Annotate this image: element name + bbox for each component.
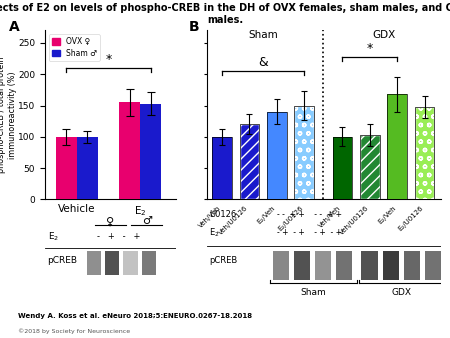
Legend: OVX ♀, Sham ♂: OVX ♀, Sham ♂ xyxy=(49,34,100,61)
Text: *: * xyxy=(105,53,112,66)
Text: pCREB: pCREB xyxy=(209,256,238,265)
Text: males.: males. xyxy=(207,15,243,25)
Bar xyxy=(267,112,287,199)
Text: &: & xyxy=(258,56,268,69)
Bar xyxy=(212,137,232,199)
Text: GDX: GDX xyxy=(391,288,411,297)
Text: - -  + +    - -  + +: - - + + - - + + xyxy=(277,210,342,219)
Bar xyxy=(315,251,331,280)
Bar xyxy=(333,137,352,199)
Bar xyxy=(142,251,156,275)
Bar xyxy=(336,251,352,280)
Bar xyxy=(360,135,380,199)
Bar xyxy=(140,104,162,199)
Bar xyxy=(239,124,259,199)
Bar xyxy=(382,251,399,280)
Bar xyxy=(415,107,434,199)
Bar xyxy=(293,251,310,280)
Bar xyxy=(360,135,380,199)
Bar xyxy=(267,112,287,199)
Bar xyxy=(87,251,101,275)
Text: pCREB: pCREB xyxy=(48,256,77,265)
Text: Sham: Sham xyxy=(301,288,326,297)
Bar xyxy=(294,105,314,199)
Bar xyxy=(333,137,352,199)
Bar xyxy=(123,251,138,275)
Bar xyxy=(387,94,407,199)
Bar xyxy=(415,107,434,199)
Text: A: A xyxy=(9,20,19,34)
Y-axis label: phospho-CREB / total protein
immunoreactivity (%): phospho-CREB / total protein immunoreact… xyxy=(0,57,17,173)
Text: Wendy A. Koss et al. eNeuro 2018;5:ENEURO.0267-18.2018: Wendy A. Koss et al. eNeuro 2018;5:ENEUR… xyxy=(18,313,252,319)
Bar xyxy=(212,137,232,199)
Text: - +  - +    - +  - +: - + - + - + - + xyxy=(277,228,342,237)
Bar xyxy=(361,251,378,280)
Bar xyxy=(77,137,98,199)
Bar xyxy=(404,251,420,280)
Text: Sham: Sham xyxy=(248,30,278,40)
Text: GDX: GDX xyxy=(372,30,395,40)
Bar xyxy=(239,124,259,199)
Bar xyxy=(56,137,77,199)
Text: -   +   -   +: - + - + xyxy=(97,232,140,241)
Bar xyxy=(425,251,441,280)
Bar xyxy=(387,94,407,199)
Text: E$_2$: E$_2$ xyxy=(48,231,59,243)
Text: B: B xyxy=(188,20,199,34)
Bar xyxy=(294,105,314,199)
Text: E$_2$: E$_2$ xyxy=(209,226,220,239)
Text: *: * xyxy=(367,42,373,55)
Bar xyxy=(273,251,289,280)
Text: ♂: ♂ xyxy=(142,216,152,226)
Text: ©2018 by Society for Neuroscience: ©2018 by Society for Neuroscience xyxy=(18,328,130,334)
Bar xyxy=(119,102,140,199)
Text: Effects of E2 on levels of phospho-CREB in the DH of OVX females, sham males, an: Effects of E2 on levels of phospho-CREB … xyxy=(0,3,450,14)
Text: U0126: U0126 xyxy=(209,210,237,219)
Text: ♀: ♀ xyxy=(106,216,114,226)
Bar xyxy=(105,251,119,275)
